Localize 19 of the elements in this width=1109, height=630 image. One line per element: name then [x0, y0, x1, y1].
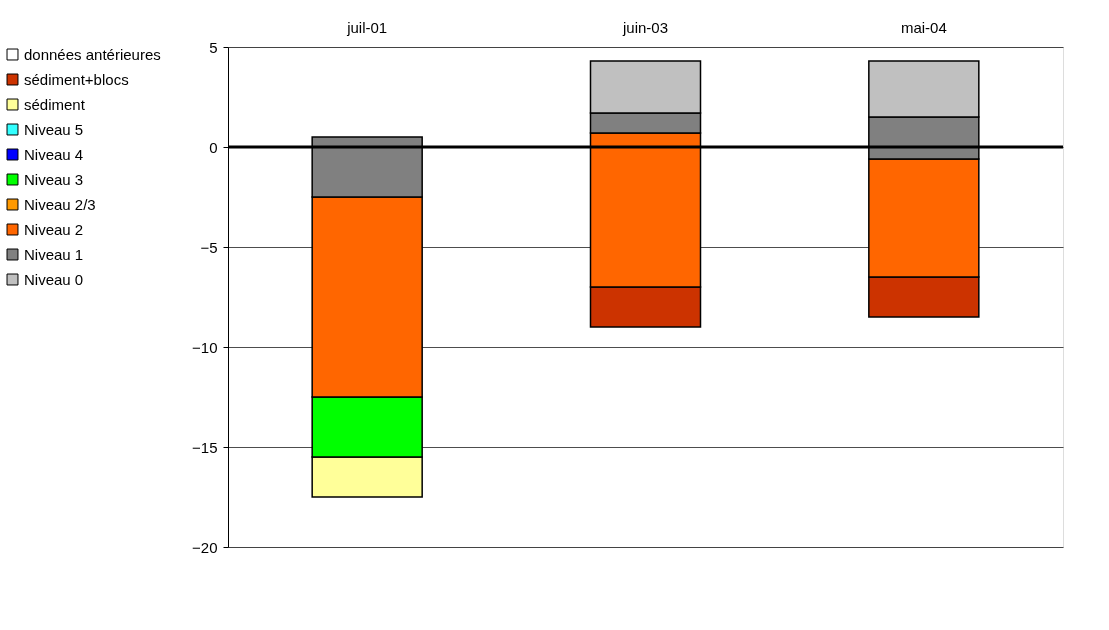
legend-label: Niveau 5 — [24, 120, 84, 138]
x-tick-label: juin-03 — [621, 18, 669, 36]
x-tick-label: mai-04 — [900, 18, 947, 36]
legend-label: données antérieures — [24, 45, 161, 63]
x-tick-label: juil-01 — [346, 18, 388, 36]
y-tick-label: −5 — [200, 238, 218, 256]
y-tick-label: −20 — [192, 538, 218, 556]
y-tick-label: 0 — [209, 138, 218, 156]
legend-label: Niveau 1 — [24, 245, 84, 263]
legend-label: Niveau 3 — [24, 170, 84, 188]
legend-label: sédiment — [24, 95, 86, 113]
legend-label: sédiment+blocs — [24, 70, 129, 88]
y-tick-label: −10 — [192, 338, 218, 356]
legend-label: Niveau 2/3 — [24, 195, 96, 213]
y-tick-label: −15 — [192, 438, 218, 456]
y-tick-label: 5 — [209, 38, 218, 56]
legend-label: Niveau 2 — [24, 220, 84, 238]
legend-label: Niveau 4 — [24, 145, 84, 163]
legend-label: Niveau 0 — [24, 270, 84, 288]
